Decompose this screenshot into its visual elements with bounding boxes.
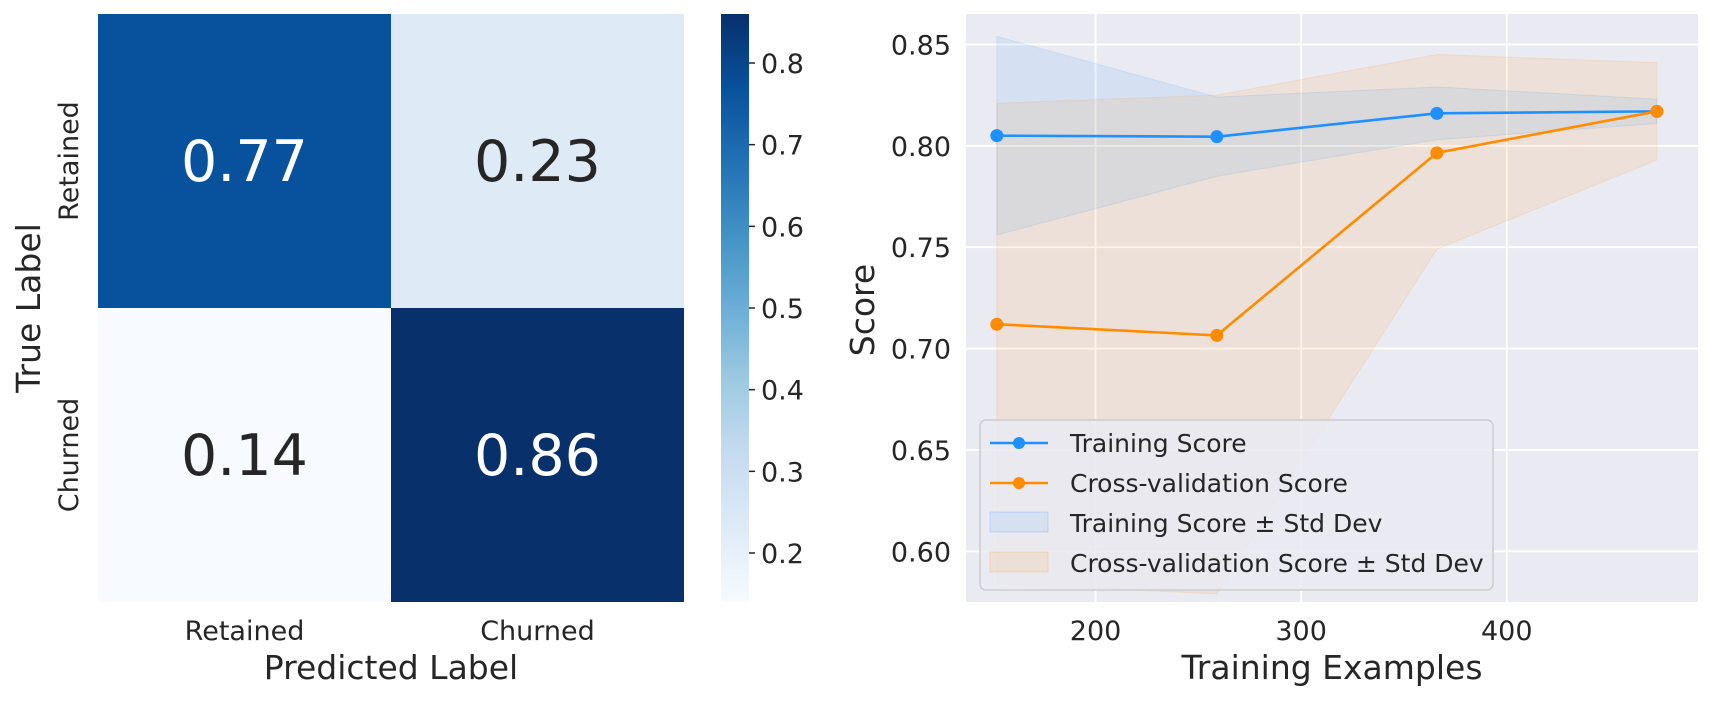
- heatmap-x-tick-label: Churned: [480, 616, 595, 647]
- y-tick-label: 0.65: [891, 436, 951, 467]
- legend-label: Cross-validation Score ± Std Dev: [1070, 549, 1484, 578]
- colorbar-tick-label: 0.4: [761, 376, 804, 407]
- y-tick-label: 0.80: [891, 132, 951, 163]
- x-tick-label: 200: [1070, 616, 1122, 647]
- legend-entry-training-band: Training Score ± Std Dev: [989, 509, 1383, 538]
- heatmap-y-tick-label: Churned: [54, 398, 85, 513]
- heatmap-cell: [391, 14, 684, 308]
- series-point: [1210, 328, 1224, 342]
- heatmap-y-axis-label: True Label: [9, 223, 48, 394]
- heatmap-cell-value: 0.77: [181, 129, 308, 195]
- colorbar-tick-label: 0.5: [761, 294, 804, 325]
- learning-curve-chart: 200 300 400 0.60 0.65 0.70 0.75 0.80 0.85 Train…: [843, 14, 1698, 687]
- series-point: [1210, 130, 1224, 144]
- confusion-matrix-heatmap: 0.77 0.23 0.14 0.86 Retained Churned Retaine…: [9, 14, 684, 687]
- std-dev-band: [996, 35, 1658, 236]
- heatmap-cell-value: 0.86: [474, 423, 601, 489]
- legend-label: Training Score: [1069, 429, 1247, 458]
- legend-label: Training Score ± Std Dev: [1069, 509, 1383, 538]
- heatmap-x-tick-label: Retained: [185, 616, 305, 647]
- colorbar-tick-label: 0.6: [761, 212, 804, 243]
- line-chart-y-axis-label: Score: [843, 264, 882, 356]
- x-tick-label: 300: [1275, 616, 1327, 647]
- series-point: [990, 129, 1004, 143]
- heatmap-y-tick-label: Retained: [54, 101, 85, 221]
- colorbar-tick-label: 0.7: [761, 131, 804, 162]
- y-tick-label: 0.70: [891, 335, 951, 366]
- heatmap-cell-value: 0.14: [181, 423, 308, 489]
- colorbar-tick-label: 0.8: [761, 49, 804, 80]
- legend-entry-cross-validation: Cross-validation Score: [990, 469, 1348, 498]
- series-point: [990, 317, 1004, 331]
- x-tick-label: 400: [1481, 616, 1533, 647]
- legend-entry-training: Training Score: [990, 429, 1247, 458]
- series-line: [996, 110, 1658, 337]
- y-tick-label: 0.75: [891, 233, 951, 264]
- legend-entry-cross-validation-band: Cross-validation Score ± Std Dev: [989, 549, 1484, 578]
- line-chart-x-axis-label: Training Examples: [1180, 648, 1482, 687]
- heatmap-x-axis-label: Predicted Label: [264, 648, 518, 687]
- heatmap-cell-value: 0.23: [474, 129, 601, 195]
- y-tick-label: 0.85: [891, 30, 951, 61]
- heatmap-cell: [98, 14, 391, 308]
- heatmap-cell: [391, 308, 684, 602]
- series-point: [1650, 104, 1664, 118]
- series-point: [1430, 106, 1444, 120]
- colorbar-tick-label: 0.3: [761, 457, 804, 488]
- y-tick-label: 0.60: [891, 537, 951, 568]
- series-point: [1430, 146, 1444, 160]
- colorbar: 0.2 0.3 0.4 0.5 0.6 0.7 0.8: [721, 14, 804, 602]
- series-line: [996, 110, 1657, 138]
- legend: Training Score Cross-validation Score Tr…: [979, 419, 1494, 591]
- colorbar-gradient: [721, 14, 749, 602]
- legend-label: Cross-validation Score: [1070, 469, 1348, 498]
- legend-box: [979, 419, 1494, 591]
- colorbar-tick-label: 0.2: [761, 539, 804, 570]
- heatmap-cell: [98, 308, 391, 602]
